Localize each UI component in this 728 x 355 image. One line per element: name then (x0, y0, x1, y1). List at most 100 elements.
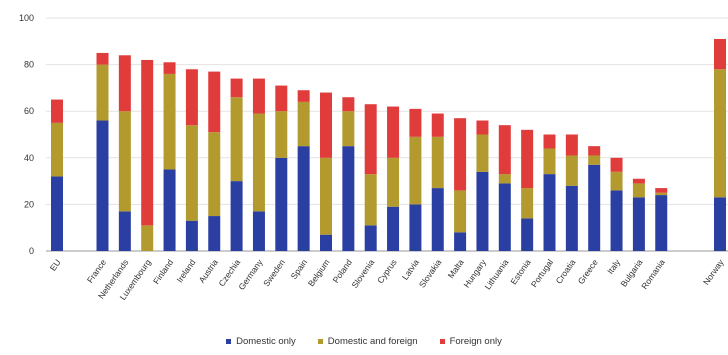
bar-segment (51, 99, 63, 123)
x-tick-label: France (85, 257, 109, 285)
bar-segment (610, 190, 623, 251)
legend-item-domestic-only: Domestic only (226, 336, 296, 347)
x-tick-label: Greece (576, 257, 600, 286)
bar-segment (230, 78, 243, 98)
bar-segment (610, 157, 623, 172)
bar-segment (521, 129, 534, 189)
bar-segment (51, 122, 63, 177)
y-tick-label: 60 (24, 106, 34, 116)
bar-segment (342, 111, 355, 147)
bar-segment (141, 59, 154, 226)
bar-segment (521, 218, 534, 251)
bar-segment (364, 104, 377, 175)
bar-segment (297, 101, 310, 147)
x-tick-label: Romania (639, 257, 667, 291)
x-tick-label: Italy (605, 257, 623, 276)
x-tick-label: Austria (197, 257, 221, 285)
bar-segment (163, 62, 176, 74)
x-tick-label: Finland (151, 257, 175, 286)
legend-label: Domestic and foreign (327, 335, 418, 347)
legend-swatch (439, 338, 445, 344)
x-tick-label: Poland (331, 257, 355, 285)
x-tick-label: Spain (289, 257, 310, 281)
bar-segment (96, 64, 109, 121)
x-tick-label: Malta (446, 257, 466, 280)
bar-segment (96, 120, 109, 252)
bar-segment (364, 225, 377, 251)
bar-segment (387, 157, 400, 207)
bar-segment (252, 78, 265, 114)
y-tick-label: 80 (24, 60, 34, 70)
bar-segment (655, 188, 668, 193)
bar-segment (454, 118, 467, 191)
bar-segment (252, 113, 265, 212)
bar-segment (409, 136, 422, 205)
bar-segment (297, 146, 310, 251)
bar-segment (588, 164, 601, 251)
bar-segment (543, 174, 556, 251)
bar-segment (252, 211, 265, 251)
bar-segment (51, 176, 63, 251)
x-tick-label: Slovakia (417, 257, 444, 289)
bar-segment (498, 183, 511, 251)
bar-segment (364, 174, 377, 226)
bar-segment (565, 185, 578, 251)
bar-segment (118, 55, 131, 112)
bar-segment (454, 232, 467, 251)
bar-segment (632, 178, 645, 184)
bar-segment (297, 90, 310, 102)
bar-segment (387, 106, 400, 158)
bar-segment (208, 132, 221, 217)
bar-segment (208, 216, 221, 251)
bar-segment (521, 188, 534, 219)
x-tick-label: Portugal (529, 257, 555, 289)
bar-segment (588, 155, 601, 165)
x-tick-label: Belgium (306, 257, 332, 288)
bar-segment (431, 136, 444, 189)
bar-segment (185, 125, 198, 221)
bar-segment (409, 204, 422, 251)
legend-item-domestic-and-foreign: Domestic and foreign (317, 335, 418, 347)
bar-segment (342, 97, 355, 112)
bar-segment (714, 69, 726, 198)
bar-segment (275, 157, 288, 251)
bar-segment (476, 120, 489, 135)
bar-segment (275, 85, 288, 112)
legend-item-foreign-only: Foreign only (439, 336, 502, 347)
bar-segment (655, 192, 668, 196)
x-tick-label: Cyprus (375, 257, 399, 285)
y-tick-label: 100 (19, 13, 34, 23)
x-tick-label: Sweden (261, 257, 287, 288)
bar-segment (565, 134, 578, 156)
bar-segment (498, 125, 511, 175)
bar-segment (208, 71, 221, 133)
bar-segment (714, 197, 726, 251)
bar-segment (320, 234, 332, 251)
bar-segment (610, 171, 623, 191)
bar-segment (387, 206, 400, 251)
bar-segment (320, 157, 332, 235)
bar-segment (320, 92, 332, 158)
bar-segment (454, 190, 467, 233)
y-tick-label: 0 (29, 246, 34, 256)
bar-segment (118, 111, 131, 212)
bar-segment (543, 148, 556, 175)
bar-segment (476, 134, 489, 172)
legend: Domestic only Domestic and foreign Forei… (0, 333, 728, 349)
bar-segment (431, 113, 444, 137)
x-tick-label: Latvia (400, 257, 421, 282)
x-tick-label: Croatia (554, 257, 578, 285)
bar-segment (118, 211, 131, 251)
x-tick-label: Slovenia (349, 257, 376, 290)
y-tick-label: 40 (24, 153, 34, 163)
bar-segment (185, 220, 198, 251)
bar-segment (632, 197, 645, 251)
y-axis: 0 20 40 60 80 100 (19, 13, 34, 256)
bar-segment (498, 174, 511, 184)
bar-segment (275, 111, 288, 158)
bar-segment (632, 183, 645, 198)
bar-segment (543, 134, 556, 149)
